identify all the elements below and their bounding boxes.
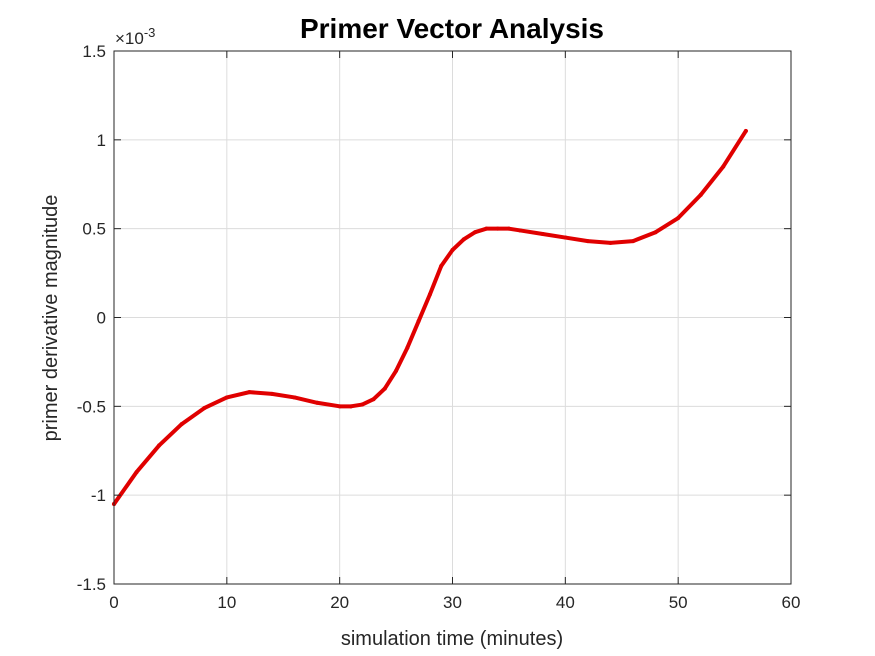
data-point	[337, 404, 342, 409]
y-tick-label: 1	[97, 131, 106, 150]
data-point	[348, 404, 353, 409]
x-tick-label: 0	[109, 593, 118, 612]
data-point	[224, 395, 229, 400]
data-point	[427, 292, 432, 297]
y-axis-label: primer derivative magnitude	[40, 195, 62, 442]
data-point	[721, 164, 726, 169]
y-tick-label: 0	[97, 309, 106, 328]
x-tick-label: 10	[217, 593, 236, 612]
data-point	[676, 216, 681, 221]
data-point	[484, 226, 489, 231]
data-point	[743, 128, 748, 133]
y-tick-label: 0.5	[82, 220, 106, 239]
data-point	[506, 226, 511, 231]
chart-title: Primer Vector Analysis	[300, 13, 604, 44]
data-point	[563, 235, 568, 240]
y-tick-label: -1	[91, 486, 106, 505]
x-axis-label: simulation time (minutes)	[341, 628, 563, 650]
data-point	[585, 239, 590, 244]
x-tick-label: 30	[443, 593, 462, 612]
data-point	[631, 239, 636, 244]
grid-lines	[113, 50, 792, 585]
data-point	[405, 345, 410, 350]
exponent-power: -3	[144, 25, 156, 40]
axes	[113, 50, 792, 585]
x-tick-label: 50	[669, 593, 688, 612]
data-point	[416, 319, 421, 324]
plot-area	[112, 128, 748, 507]
data-point	[394, 368, 399, 373]
data-point	[473, 230, 478, 235]
data-point	[315, 400, 320, 405]
y-tick-label: 1.5	[82, 42, 106, 61]
data-point	[360, 402, 365, 407]
data-point	[179, 422, 184, 427]
data-point	[608, 240, 613, 245]
data-point	[134, 470, 139, 475]
x-tick-label: 20	[330, 593, 349, 612]
data-point	[157, 443, 162, 448]
x-tick-label: 60	[782, 593, 801, 612]
data-point	[653, 230, 658, 235]
data-point	[495, 226, 500, 231]
data-point	[269, 391, 274, 396]
exponent-label: ×10-3	[115, 25, 155, 48]
data-point	[439, 263, 444, 268]
data-point	[382, 386, 387, 391]
y-tick-label: -0.5	[77, 397, 106, 416]
data-point	[247, 390, 252, 395]
data-point	[698, 192, 703, 197]
data-point	[450, 247, 455, 252]
y-tick-label: -1.5	[77, 575, 106, 594]
data-point	[371, 397, 376, 402]
data-point	[518, 228, 523, 233]
data-point	[540, 231, 545, 236]
x-tick-label: 40	[556, 593, 575, 612]
data-point	[202, 406, 207, 411]
data-point	[292, 395, 297, 400]
data-point	[461, 237, 466, 242]
tick-labels: 0 10 20 30 40 50 60 -1.5 -1 -0.5 0 0.5 1 1.5	[77, 42, 801, 612]
exponent-base: ×10	[115, 29, 144, 48]
